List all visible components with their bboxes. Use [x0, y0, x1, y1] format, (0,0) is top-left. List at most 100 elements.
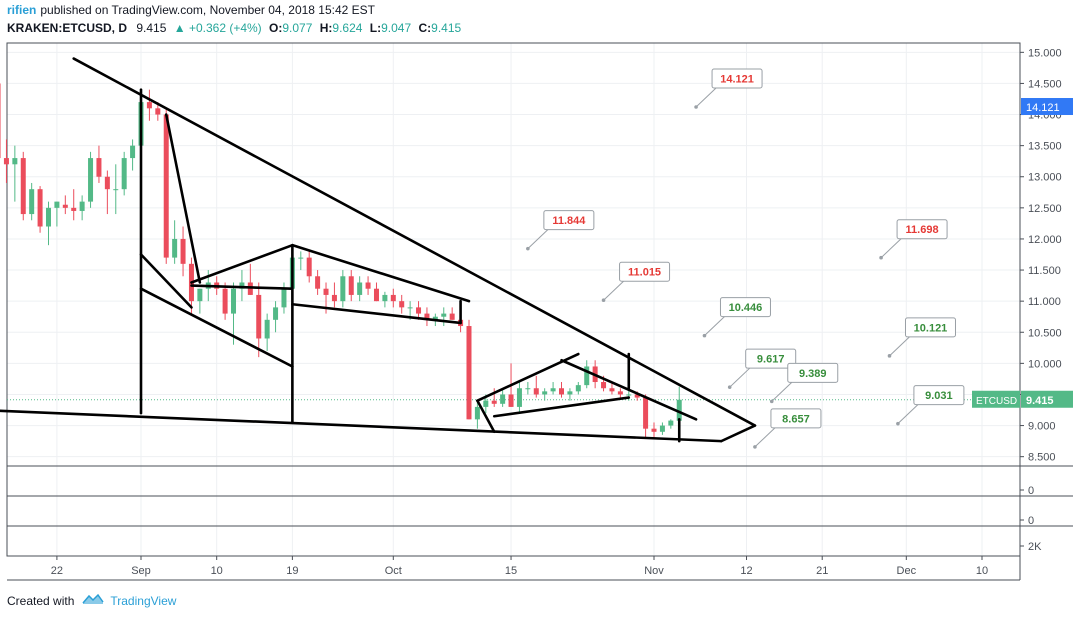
trendline-drawings[interactable] — [0, 57, 757, 443]
candle-body — [416, 307, 422, 314]
candle-body — [550, 388, 556, 392]
candle-body — [466, 326, 472, 420]
candle — [668, 419, 674, 429]
symbol-title[interactable]: KRAKEN:ETCUSD, D — [7, 21, 127, 35]
price-note[interactable]: 11.844 — [526, 210, 595, 251]
note-anchor-dot — [753, 445, 757, 449]
candle — [390, 288, 396, 308]
candle — [172, 220, 178, 264]
note-label: 11.698 — [906, 224, 939, 236]
candle-body — [500, 394, 506, 404]
candle-body — [146, 102, 152, 109]
trendline — [139, 253, 193, 309]
up-arrow-icon: ▲ — [173, 21, 186, 35]
candle — [516, 382, 522, 414]
candle — [449, 307, 455, 320]
price-note[interactable]: 9.389 — [769, 362, 839, 404]
candle — [12, 145, 18, 202]
high-value: 9.624 — [332, 21, 363, 35]
time-axis[interactable]: 22 Sep 10 19 Oct 15 Nov 12 21 Dec 10 — [51, 556, 988, 577]
trendline — [476, 352, 580, 402]
candle-body — [79, 201, 85, 211]
author-name[interactable]: rifien — [7, 3, 37, 17]
note-leader — [527, 229, 549, 250]
trendline — [0, 409, 723, 443]
candle — [331, 282, 337, 308]
note-leader — [880, 238, 902, 259]
tradingview-brand[interactable]: TradingView — [110, 593, 177, 608]
candle — [617, 388, 623, 398]
footer: Created with TradingView — [7, 593, 176, 608]
note-box — [770, 408, 822, 429]
trendline — [164, 113, 202, 284]
price-tick-label: 9.000 — [1028, 421, 1056, 433]
candle — [298, 251, 304, 271]
candle-body — [676, 399, 682, 421]
candle-body — [407, 307, 413, 309]
candle-body — [306, 257, 312, 277]
price-tick-label: 11.500 — [1028, 265, 1061, 277]
candle-body — [3, 158, 9, 165]
note-leader — [771, 382, 793, 402]
candle-body — [584, 366, 590, 386]
price-tick-label: 14.500 — [1028, 78, 1062, 90]
note-label: 9.389 — [799, 368, 827, 380]
price-note[interactable]: 8.657 — [753, 408, 822, 449]
candle-body — [575, 385, 581, 392]
note-box — [913, 385, 965, 406]
last-price-tag-label: 9.415 — [1026, 395, 1054, 407]
note-anchor-dot — [769, 399, 774, 404]
candle-body — [651, 428, 657, 432]
candle-body — [483, 400, 489, 407]
grid-lines — [7, 43, 1020, 556]
candle-body — [357, 282, 363, 295]
price-change: +0.362 (+4%) — [188, 21, 262, 35]
chart-frame — [6, 42, 1021, 557]
open-label: O: — [269, 21, 283, 35]
candle — [264, 313, 270, 351]
candle-body — [113, 189, 119, 191]
price-annotations[interactable]: 14.121 11.844 11.015 10.446 9.617 9.389 8.657 1… — [526, 68, 965, 449]
low-value: 9.047 — [381, 21, 412, 35]
candle-body — [609, 388, 615, 392]
candle-body — [390, 294, 396, 302]
tradingview-logo-icon[interactable] — [82, 593, 104, 608]
candle — [466, 319, 472, 420]
candle — [575, 382, 581, 395]
candle — [273, 301, 279, 333]
candle — [79, 195, 85, 221]
candle — [256, 282, 262, 358]
pane-axis-label: 0 — [1028, 515, 1034, 527]
price-note[interactable]: 11.698 — [879, 219, 948, 260]
note-leader — [695, 87, 717, 108]
price-note[interactable]: 10.446 — [702, 297, 771, 338]
price-note[interactable]: 9.031 — [896, 385, 965, 426]
price-note[interactable]: 10.121 — [887, 317, 956, 358]
candle — [659, 422, 665, 435]
note-label: 11.015 — [628, 267, 661, 279]
candle-body — [533, 388, 539, 395]
candle-body — [659, 425, 665, 432]
price-note[interactable]: 11.015 — [601, 261, 671, 303]
price-axis[interactable]: 15.00014.50014.00013.50013.00012.50012.0… — [972, 47, 1073, 464]
price-note[interactable]: 9.617 — [727, 348, 797, 389]
publish-info: rifien published on TradingView.com, Nove… — [7, 3, 375, 17]
candle — [163, 108, 169, 264]
candle-body — [315, 276, 321, 289]
note-box — [745, 348, 797, 369]
note-anchor-dot — [526, 246, 530, 251]
candle-body — [12, 158, 18, 165]
note-leader — [729, 367, 751, 388]
candle — [146, 89, 152, 121]
note-label: 9.031 — [925, 390, 953, 402]
candle — [222, 282, 228, 320]
price-tick-label: 8.500 — [1028, 452, 1056, 464]
note-anchor-dot — [702, 333, 707, 338]
price-note[interactable]: 14.121 — [694, 68, 763, 109]
candle-body — [491, 400, 497, 404]
candle — [491, 388, 497, 407]
candle — [340, 270, 346, 308]
price-tick-label: 10.500 — [1028, 327, 1062, 339]
candle-body — [222, 288, 228, 314]
